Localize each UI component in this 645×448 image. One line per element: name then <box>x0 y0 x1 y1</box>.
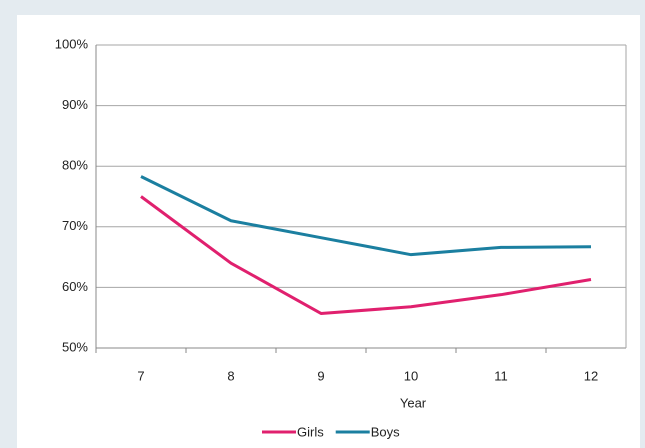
x-tick-label: 9 <box>317 368 324 383</box>
x-axis-title: Year <box>400 395 427 410</box>
legend-label: Boys <box>371 424 400 439</box>
y-tick-label: 90% <box>62 97 88 112</box>
legend-label: Girls <box>297 424 324 439</box>
y-tick-label: 60% <box>62 279 88 294</box>
series-line <box>140 195 592 315</box>
x-tick-label: 11 <box>494 368 508 383</box>
y-tick-label: 50% <box>62 339 88 354</box>
panel <box>17 15 640 448</box>
x-tick-label: 10 <box>404 368 418 383</box>
x-tick-label: 12 <box>584 368 598 383</box>
y-tick-label: 100% <box>55 36 89 51</box>
y-tick-label: 70% <box>62 218 88 233</box>
x-tick-label: 7 <box>137 368 144 383</box>
x-tick-label: 8 <box>227 368 234 383</box>
y-tick-label: 80% <box>62 158 88 173</box>
series-line <box>140 175 592 257</box>
